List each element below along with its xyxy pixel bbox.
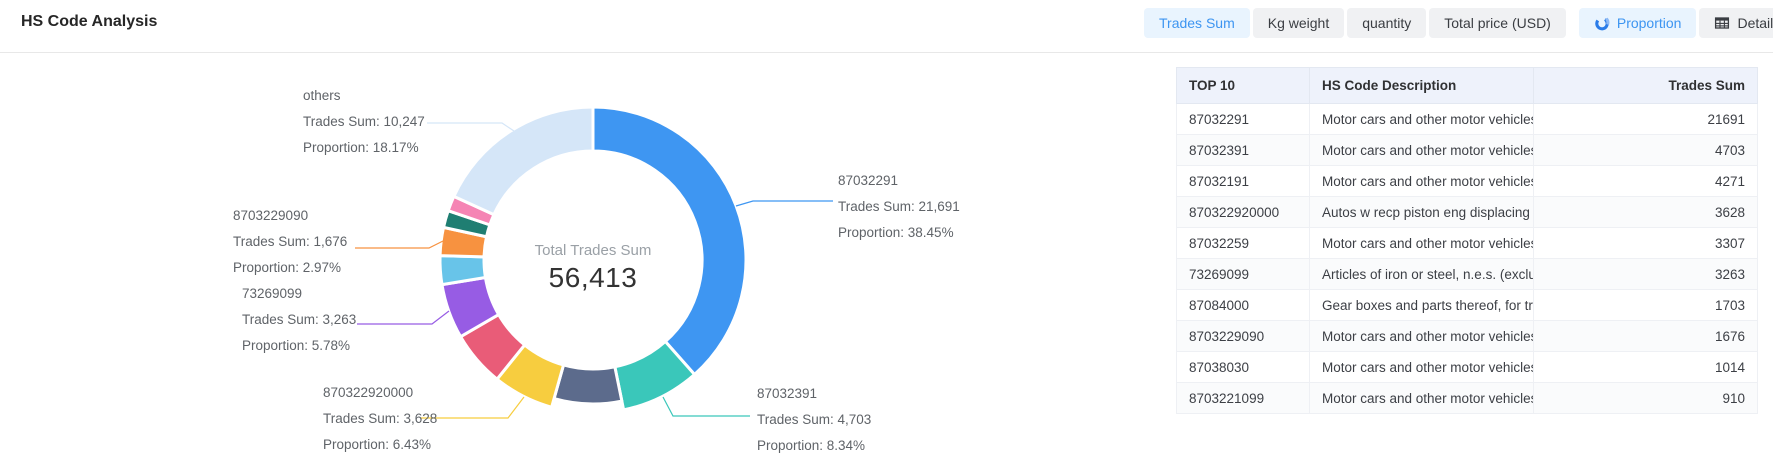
cell-value: 21691 xyxy=(1533,103,1758,135)
callout-73269099: 73269099 Trades Sum: 3,263 Proportion: 5… xyxy=(242,281,356,359)
cell-value: 1703 xyxy=(1533,289,1758,321)
callout-value: Trades Sum: 3,628 xyxy=(323,411,438,426)
table-row: 8703221099 Motor cars and other motor veh… xyxy=(1176,382,1758,414)
callout-value: Trades Sum: 3,263 xyxy=(242,312,357,327)
cell-value: 1014 xyxy=(1533,351,1758,383)
table-row: 87032191 Motor cars and other motor vehic… xyxy=(1176,165,1758,197)
callout-others: others Trades Sum: 10,247 Proportion: 18… xyxy=(303,83,425,161)
callout-87032391: 87032391 Trades Sum: 4,703 Proportion: 8… xyxy=(757,381,871,459)
callout-proportion: Proportion: 6.43% xyxy=(323,437,432,452)
cell-description: Motor cars and other motor vehicles p... xyxy=(1309,165,1534,197)
table-row: 87038030 Motor cars and other motor vehic… xyxy=(1176,351,1758,383)
cell-code: 8703221099 xyxy=(1176,382,1310,414)
tab-detail-label: Detail xyxy=(1737,15,1773,31)
view-tab-group: Proportion Detail xyxy=(1578,8,1773,38)
label-line-870322920000 xyxy=(421,396,525,419)
tab-proportion[interactable]: Proportion xyxy=(1578,8,1697,38)
page-title: HS Code Analysis xyxy=(21,13,158,30)
table-row: 73269099 Articles of iron or steel, n.e.s… xyxy=(1176,258,1758,290)
donut-slice-87032191[interactable] xyxy=(552,363,624,406)
donut-chart-icon xyxy=(1594,15,1610,31)
cell-code: 87038030 xyxy=(1176,351,1310,383)
callout-value: Trades Sum: 10,247 xyxy=(303,114,425,129)
column-header-top10: TOP 10 xyxy=(1176,67,1310,104)
cell-value: 1676 xyxy=(1533,320,1758,352)
callout-proportion: Proportion: 8.34% xyxy=(757,438,866,453)
cell-code: 73269099 xyxy=(1176,258,1310,290)
table-row: 87084000 Gear boxes and parts thereof, fo… xyxy=(1176,289,1758,321)
cell-description: Motor cars and other motor vehicles p... xyxy=(1309,382,1534,414)
cell-code: 8703229090 xyxy=(1176,320,1310,352)
cell-code: 87032191 xyxy=(1176,165,1310,197)
table-row: 870322920000 Autos w recp piston eng disp… xyxy=(1176,196,1758,228)
table-row: 87032391 Motor cars and other motor vehic… xyxy=(1176,134,1758,166)
donut-chart: Total Trades Sum 56,413 others Trades Su… xyxy=(233,83,960,459)
tab-proportion-label: Proportion xyxy=(1616,15,1682,31)
donut-slice-others[interactable] xyxy=(452,105,595,217)
callout-proportion: Proportion: 38.45% xyxy=(838,225,954,240)
label-line-73269099 xyxy=(357,310,450,325)
tab-quantity[interactable]: quantity xyxy=(1347,8,1427,38)
table-icon xyxy=(1715,17,1730,29)
cell-description: Articles of iron or steel, n.e.s. (exclu… xyxy=(1309,258,1534,290)
center-title: Total Trades Sum xyxy=(534,242,652,259)
cell-code: 870322920000 xyxy=(1176,196,1310,228)
callout-proportion: Proportion: 18.17% xyxy=(303,140,419,155)
cell-code: 87032259 xyxy=(1176,227,1310,259)
column-header-description: HS Code Description xyxy=(1309,67,1534,104)
callout-name: 73269099 xyxy=(242,286,303,301)
donut-slice-87032291[interactable] xyxy=(591,105,748,376)
callout-name: others xyxy=(303,88,341,103)
column-header-trades-sum: Trades Sum xyxy=(1533,67,1758,104)
table-row: 87032291 Motor cars and other motor vehic… xyxy=(1176,103,1758,135)
callout-value: Trades Sum: 21,691 xyxy=(838,199,960,214)
chart-center-label: Total Trades Sum 56,413 xyxy=(493,242,693,294)
table-row: 8703229090 Motor cars and other motor veh… xyxy=(1176,320,1758,352)
cell-value: 910 xyxy=(1533,382,1758,414)
table-row: 87032259 Motor cars and other motor vehic… xyxy=(1176,227,1758,259)
cell-description: Motor cars and other motor vehicles p... xyxy=(1309,103,1534,135)
header-tabs: Trades Sum Kg weight quantity Total price (… xyxy=(1144,8,1773,38)
cell-description: Motor cars and other motor vehicles p... xyxy=(1309,134,1534,166)
tab-trades-sum[interactable]: Trades Sum xyxy=(1144,8,1250,38)
cell-description: Motor cars and other motor vehicles p... xyxy=(1309,227,1534,259)
label-line-8703229090 xyxy=(355,240,444,249)
cell-code: 87084000 xyxy=(1176,289,1310,321)
cell-description: Gear boxes and parts thereof, for tract.… xyxy=(1309,289,1534,321)
callout-name: 87032291 xyxy=(838,173,899,188)
cell-value: 3307 xyxy=(1533,227,1758,259)
donut-chart-svg xyxy=(355,105,833,419)
label-line-87032391 xyxy=(662,396,750,417)
cell-description: Autos w recp piston eng displacing > ... xyxy=(1309,196,1534,228)
top10-table: TOP 10 HS Code Description Trades Sum 87… xyxy=(1176,67,1758,414)
callout-name: 870322920000 xyxy=(323,385,414,400)
callout-proportion: Proportion: 5.78% xyxy=(242,338,351,353)
header-divider xyxy=(0,52,1773,53)
cell-code: 87032391 xyxy=(1176,134,1310,166)
tab-total-price-usd[interactable]: Total price (USD) xyxy=(1429,8,1566,38)
cell-code: 87032291 xyxy=(1176,103,1310,135)
tab-detail[interactable]: Detail xyxy=(1699,8,1773,38)
table-header-row: TOP 10 HS Code Description Trades Sum xyxy=(1176,67,1758,104)
callout-value: Trades Sum: 4,703 xyxy=(757,412,872,427)
callout-name: 87032391 xyxy=(757,386,818,401)
cell-value: 3263 xyxy=(1533,258,1758,290)
cell-value: 3628 xyxy=(1533,196,1758,228)
label-line-87032291 xyxy=(735,200,833,207)
label-line-others xyxy=(427,122,515,132)
callout-87032291: 87032291 Trades Sum: 21,691 Proportion: … xyxy=(838,168,960,246)
cell-description: Motor cars and other motor vehicles p... xyxy=(1309,351,1534,383)
cell-description: Motor cars and other motor vehicles p... xyxy=(1309,320,1534,352)
callout-870322920000: 870322920000 Trades Sum: 3,628 Proportio… xyxy=(323,380,437,458)
callout-name: 8703229090 xyxy=(233,208,309,223)
cell-value: 4271 xyxy=(1533,165,1758,197)
callout-proportion: Proportion: 2.97% xyxy=(233,260,342,275)
callout-8703229090: 8703229090 Trades Sum: 1,676 Proportion:… xyxy=(233,203,347,281)
metric-tab-group: Trades Sum Kg weight quantity Total price (… xyxy=(1144,8,1569,38)
tab-kg-weight[interactable]: Kg weight xyxy=(1252,8,1345,38)
callout-value: Trades Sum: 1,676 xyxy=(233,234,348,249)
center-total-value: 56,413 xyxy=(548,262,638,293)
cell-value: 4703 xyxy=(1533,134,1758,166)
